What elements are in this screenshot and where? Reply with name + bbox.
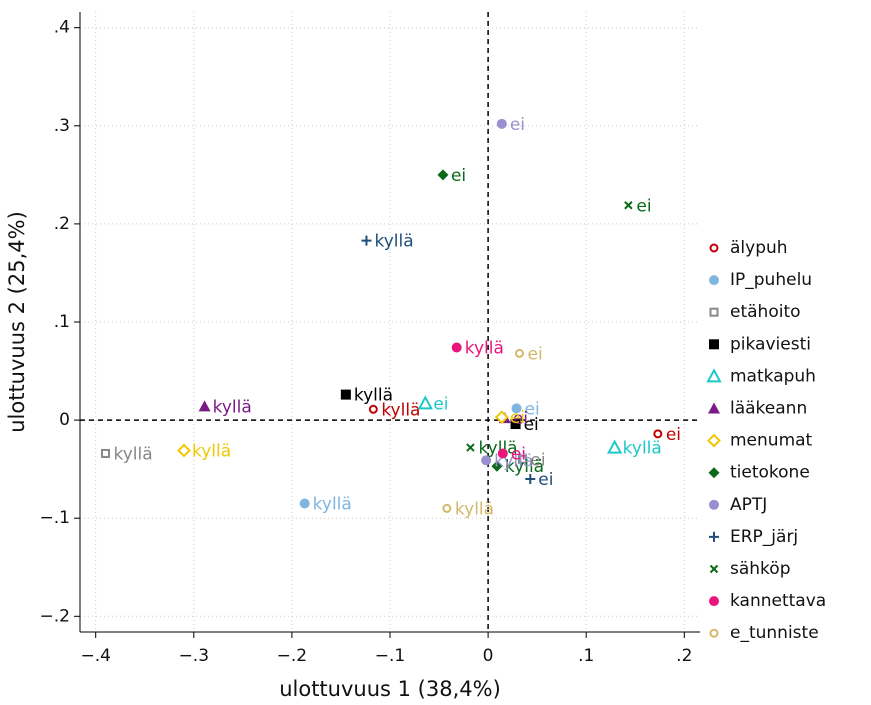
marker — [368, 404, 378, 414]
point-label: kyllä — [192, 442, 231, 462]
marker — [481, 455, 492, 466]
marker — [517, 454, 527, 464]
marker — [451, 342, 462, 353]
marker — [510, 419, 521, 430]
point-label: kyllä — [455, 499, 494, 519]
x-tick-label: −.1 — [375, 646, 405, 666]
marker — [709, 531, 719, 542]
marker — [442, 503, 452, 513]
marker — [706, 368, 722, 383]
point-label: ei — [510, 115, 525, 135]
marker — [709, 628, 719, 638]
point-label: ei — [511, 444, 526, 464]
marker — [198, 400, 211, 412]
legend-label: sähköp — [730, 559, 790, 579]
x-tick-label: −.4 — [80, 646, 110, 666]
x-tick-label: −.3 — [179, 646, 209, 666]
legend-label: tietokone — [730, 463, 810, 483]
legend-label: ERP_järj — [730, 527, 798, 547]
y-tick-label: .3 — [54, 116, 70, 136]
marker — [709, 596, 719, 607]
marker — [709, 275, 719, 286]
point-label: ei — [433, 394, 448, 414]
marker — [707, 433, 721, 448]
marker — [466, 443, 475, 452]
marker — [606, 439, 623, 454]
y-tick-label: 0 — [59, 410, 70, 430]
marker — [491, 460, 503, 472]
y-axis-title: ulottuvuus 2 (25,4%) — [5, 211, 29, 433]
marker — [497, 448, 508, 459]
legend-label: pikaviesti — [730, 334, 811, 354]
marker — [514, 348, 524, 358]
legend-label: e_tunniste — [730, 623, 819, 643]
marker — [653, 429, 663, 439]
point-label: kyllä — [623, 439, 662, 459]
marker — [708, 467, 720, 479]
marker — [417, 395, 434, 410]
marker — [361, 235, 372, 246]
legend-label: IP_puhelu — [730, 270, 812, 290]
y-tick-label: −.1 — [40, 508, 70, 528]
point-label: kyllä — [381, 400, 420, 420]
marker — [709, 307, 719, 317]
marker — [299, 498, 310, 509]
marker — [177, 443, 191, 458]
x-tick-label: 0 — [483, 646, 494, 666]
point-label: kyllä — [114, 444, 153, 464]
point-label: kyllä — [354, 386, 393, 406]
point-label: ei — [451, 166, 466, 186]
point-label: ei — [666, 425, 681, 445]
point-label: ei — [525, 399, 540, 419]
point-label: kyllä — [213, 397, 252, 417]
point-label: ei — [530, 450, 545, 470]
marker — [709, 564, 719, 574]
x-tick-label: −.2 — [277, 646, 307, 666]
legend-label: lääkeann — [730, 399, 807, 419]
marker — [437, 169, 449, 181]
legend-label: matkapuh — [730, 366, 816, 386]
legend-label: kannettava — [730, 591, 826, 611]
legend-label: älypuh — [730, 238, 788, 258]
marker — [709, 243, 719, 253]
marker — [709, 339, 719, 350]
point-label: kyllä — [478, 439, 517, 459]
y-tick-label: −.2 — [40, 606, 70, 626]
marker — [624, 201, 633, 210]
point-label: kyllä — [374, 232, 413, 252]
point-label: kyllä — [313, 494, 352, 514]
marker — [496, 118, 507, 129]
x-tick-label: .1 — [578, 646, 594, 666]
point-label: ei — [510, 408, 525, 428]
marker — [511, 403, 522, 414]
y-tick-label: .1 — [54, 312, 70, 332]
point-label: ei — [636, 196, 651, 216]
marker — [340, 389, 351, 400]
legend-label: menumat — [730, 431, 813, 451]
point-label: ei — [527, 344, 542, 364]
point-label: ei — [513, 409, 528, 429]
x-tick-label: .2 — [676, 646, 692, 666]
point-label: ei — [524, 415, 539, 435]
marker — [494, 410, 509, 425]
legend-label: APTJ — [730, 495, 767, 515]
marker — [708, 402, 720, 414]
point-label: kyllä — [505, 457, 544, 477]
marker — [709, 499, 719, 510]
y-tick-label: .4 — [54, 18, 70, 38]
x-axis-title: ulottuvuus 1 (38,4%) — [279, 677, 501, 701]
marker — [101, 448, 111, 458]
point-label: ei — [538, 470, 553, 490]
y-tick-label: .2 — [54, 214, 70, 234]
marker — [525, 473, 536, 484]
point-label: kyllä — [465, 339, 504, 359]
legend-label: etähoito — [730, 302, 801, 322]
